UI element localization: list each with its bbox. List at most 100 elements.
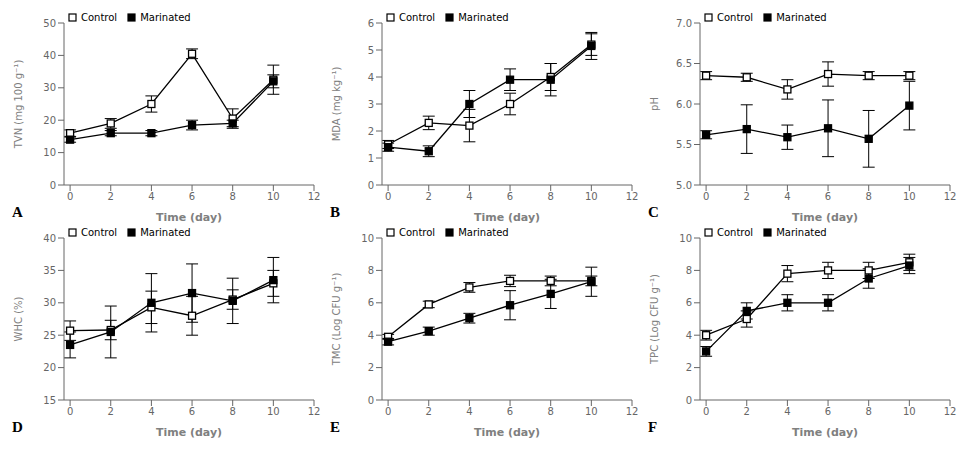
svg-text:2: 2 (368, 362, 374, 373)
svg-text:10: 10 (585, 191, 598, 202)
svg-text:6: 6 (368, 297, 374, 308)
svg-text:12: 12 (626, 406, 639, 417)
html-text:Marinated: Marinated (140, 12, 191, 23)
html-text:A: A (12, 204, 23, 220)
svg-text:2: 2 (744, 191, 750, 202)
svg-text:2: 2 (686, 362, 692, 373)
svg-text:0: 0 (67, 191, 73, 202)
svg-text:4: 4 (368, 330, 374, 341)
svg-text:5.0: 5.0 (676, 180, 692, 191)
svg-text:6: 6 (686, 297, 692, 308)
svg-text:2: 2 (108, 406, 114, 417)
svg-text:10: 10 (585, 406, 598, 417)
svg-text:10: 10 (43, 147, 56, 158)
svg-text:20: 20 (43, 362, 56, 373)
html-text:Marinated: Marinated (776, 12, 827, 23)
svg-text:2: 2 (744, 406, 750, 417)
svg-text:0: 0 (385, 406, 391, 417)
svg-text:4: 4 (686, 330, 692, 341)
svg-text:5: 5 (368, 45, 374, 56)
svg-text:12: 12 (944, 406, 957, 417)
svg-text:0: 0 (686, 395, 692, 406)
svg-text:30: 30 (43, 297, 56, 308)
svg-text:6: 6 (507, 191, 513, 202)
svg-text:TVN (mg 100 g⁻¹): TVN (mg 100 g⁻¹) (13, 60, 24, 150)
svg-text:12: 12 (308, 406, 321, 417)
svg-text:4: 4 (148, 191, 154, 202)
svg-text:3: 3 (368, 99, 374, 110)
svg-text:0: 0 (50, 180, 56, 191)
svg-text:10: 10 (679, 233, 692, 244)
svg-text:6: 6 (189, 406, 195, 417)
svg-text:30: 30 (43, 82, 56, 93)
svg-text:MDA (mg kg⁻¹): MDA (mg kg⁻¹) (331, 67, 342, 142)
html-text:Control: Control (399, 12, 436, 23)
svg-text:0: 0 (368, 180, 374, 191)
svg-text:0: 0 (385, 191, 391, 202)
svg-text:12: 12 (944, 191, 957, 202)
svg-text:6.5: 6.5 (676, 58, 692, 69)
svg-text:12: 12 (308, 191, 321, 202)
svg-text:15: 15 (43, 395, 56, 406)
svg-text:Time (day): Time (day) (474, 426, 540, 438)
svg-text:8: 8 (368, 265, 374, 276)
svg-text:50: 50 (43, 18, 56, 29)
svg-text:40: 40 (43, 50, 56, 61)
svg-text:2: 2 (368, 126, 374, 137)
svg-text:4: 4 (784, 191, 790, 202)
svg-text:8: 8 (548, 406, 554, 417)
svg-text:35: 35 (43, 265, 56, 276)
svg-text:0: 0 (703, 406, 709, 417)
svg-text:4: 4 (784, 406, 790, 417)
svg-text:6: 6 (189, 191, 195, 202)
svg-text:4: 4 (466, 406, 472, 417)
svg-text:8: 8 (866, 406, 872, 417)
svg-text:8: 8 (548, 191, 554, 202)
svg-text:6: 6 (825, 191, 831, 202)
svg-text:6: 6 (368, 18, 374, 29)
svg-text:TPC (Log CFU g⁻¹): TPC (Log CFU g⁻¹) (649, 274, 660, 365)
svg-text:WHC (%): WHC (%) (13, 296, 24, 341)
svg-text:Time (day): Time (day) (474, 211, 540, 223)
svg-text:10: 10 (903, 191, 916, 202)
svg-text:7.0: 7.0 (676, 18, 692, 29)
svg-text:8: 8 (686, 265, 692, 276)
svg-text:8: 8 (866, 191, 872, 202)
svg-text:20: 20 (43, 115, 56, 126)
svg-text:1: 1 (368, 153, 374, 164)
svg-text:Time (day): Time (day) (792, 426, 858, 438)
svg-text:10: 10 (267, 191, 280, 202)
html-text:Marinated: Marinated (458, 12, 509, 23)
svg-text:8: 8 (230, 406, 236, 417)
svg-text:10: 10 (267, 406, 280, 417)
svg-text:4: 4 (368, 72, 374, 83)
svg-text:Time (day): Time (day) (792, 211, 858, 223)
svg-text:5.5: 5.5 (676, 139, 692, 150)
svg-text:2: 2 (426, 406, 432, 417)
svg-text:0: 0 (703, 191, 709, 202)
svg-text:25: 25 (43, 330, 56, 341)
html-text:Control: Control (717, 12, 754, 23)
svg-text:6: 6 (825, 406, 831, 417)
html-text:C: C (648, 204, 659, 220)
svg-text:8: 8 (230, 191, 236, 202)
svg-text:0: 0 (67, 406, 73, 417)
svg-text:Time (day): Time (day) (156, 426, 222, 438)
svg-text:TMC (Log CFU g⁻¹): TMC (Log CFU g⁻¹) (331, 273, 342, 367)
svg-text:6.0: 6.0 (676, 99, 692, 110)
svg-text:4: 4 (148, 406, 154, 417)
svg-text:0: 0 (368, 395, 374, 406)
html-text:Marinated: Marinated (140, 227, 191, 238)
svg-text:40: 40 (43, 233, 56, 244)
svg-text:2: 2 (108, 191, 114, 202)
svg-text:Time (day): Time (day) (156, 211, 222, 223)
svg-text:2: 2 (426, 191, 432, 202)
svg-text:pH: pH (649, 97, 660, 111)
svg-text:4: 4 (466, 191, 472, 202)
svg-text:10: 10 (903, 406, 916, 417)
svg-text:10: 10 (361, 233, 374, 244)
svg-text:6: 6 (507, 406, 513, 417)
svg-text:12: 12 (626, 191, 639, 202)
html-text:Control: Control (81, 227, 118, 238)
html-text:Control: Control (81, 12, 118, 23)
